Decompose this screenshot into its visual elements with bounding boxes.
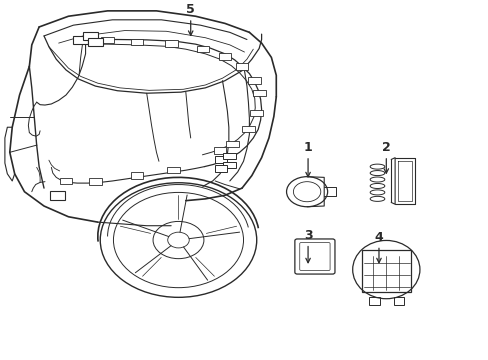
Bar	[50, 192, 65, 200]
Text: 3: 3	[303, 229, 312, 242]
Bar	[361, 250, 410, 292]
Bar	[213, 147, 226, 154]
Bar	[101, 37, 114, 44]
Bar	[130, 172, 143, 179]
Bar	[83, 32, 98, 40]
Bar	[252, 90, 265, 96]
Bar	[242, 126, 254, 132]
Bar	[73, 36, 88, 44]
Bar	[235, 63, 248, 69]
Bar	[214, 165, 227, 172]
Text: 2: 2	[381, 141, 390, 154]
Bar	[167, 167, 180, 174]
Bar	[60, 178, 72, 184]
Bar	[247, 77, 260, 84]
Bar	[223, 162, 236, 168]
Bar	[196, 46, 209, 53]
Bar	[89, 179, 102, 185]
Bar	[218, 53, 231, 59]
Bar	[368, 297, 379, 305]
Bar	[393, 297, 404, 305]
Text: 4: 4	[374, 231, 383, 244]
Text: 1: 1	[303, 141, 312, 154]
Bar	[226, 141, 239, 147]
Bar	[164, 40, 177, 47]
Bar	[130, 39, 143, 45]
Bar	[88, 38, 102, 46]
Bar	[250, 110, 263, 116]
Text: 5: 5	[186, 3, 195, 16]
Bar	[214, 156, 227, 163]
Bar	[223, 153, 236, 159]
